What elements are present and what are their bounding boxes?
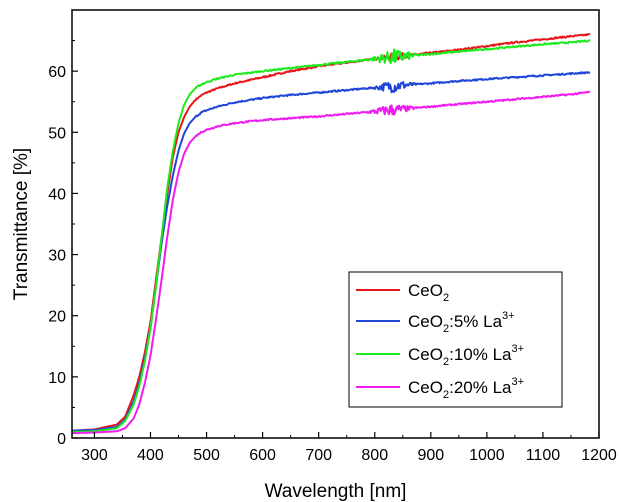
x-tick-label: 900: [417, 447, 444, 464]
legend: CeO2 CeO2:5% La3+ CeO2:10% La3+ CeO2:20% La…: [348, 271, 563, 408]
x-axis-title: Wavelength [nm]: [265, 481, 407, 502]
y-tick-label: 10: [48, 370, 66, 387]
legend-label-3: CeO2:20% La3+: [408, 376, 524, 401]
x-tick-label: 800: [361, 447, 388, 464]
legend-label-0: CeO2: [408, 281, 449, 304]
y-tick-label: 20: [48, 309, 66, 326]
x-tick-label: 300: [81, 447, 108, 464]
x-tick-label: 1000: [469, 447, 505, 464]
y-tick-label: 30: [48, 248, 66, 265]
series-line-3: [72, 90, 591, 435]
y-tick-label: 0: [57, 431, 66, 448]
legend-label-2: CeO2:10% La3+: [408, 343, 524, 368]
y-tick-label: 50: [48, 125, 66, 142]
x-tick-label: 1100: [526, 447, 561, 464]
x-tick-label: 600: [249, 447, 276, 464]
x-tick-label: 1200: [581, 447, 617, 464]
x-tick-label: 700: [305, 447, 332, 464]
legend-box: [348, 271, 563, 408]
series-line-2: [72, 39, 591, 433]
x-tick-label: 400: [137, 447, 164, 464]
legend-label-1: CeO2:5% La3+: [408, 310, 515, 335]
y-tick-label: 60: [48, 64, 66, 81]
x-tick-label: 500: [193, 447, 220, 464]
y-tick-label: 40: [48, 186, 66, 203]
y-axis-title: Transmittance [%]: [11, 148, 32, 300]
